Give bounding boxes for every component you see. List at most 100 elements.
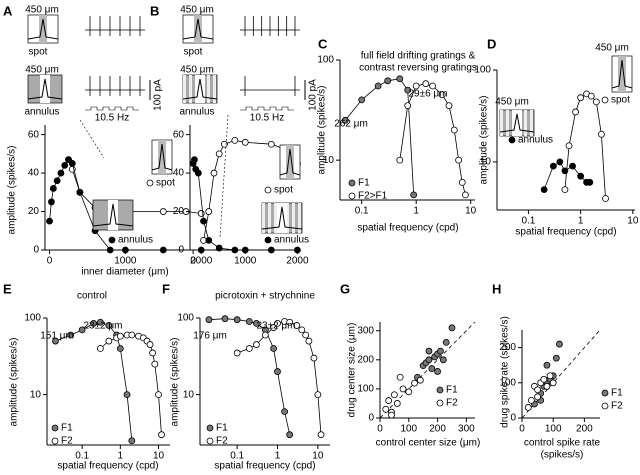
data-point [455, 156, 462, 164]
legend-label: annulus [274, 235, 309, 246]
data-point [411, 379, 418, 387]
stimulus-hole [277, 203, 287, 233]
stimulus-spot [618, 56, 626, 92]
x-tick-label: 100 [400, 424, 417, 435]
panel-letter: E [3, 281, 12, 296]
y-tick-label: 60 [173, 129, 185, 140]
data-point [428, 365, 436, 372]
data-point [556, 158, 564, 166]
annotation: spot [29, 47, 48, 58]
annotation: 176 μm [193, 331, 227, 342]
data-point [445, 102, 453, 110]
y-tick-label: 40 [28, 168, 40, 179]
data-point [241, 246, 249, 254]
legend-label: F1 [61, 423, 73, 434]
y-tick-label: 300 [357, 325, 374, 336]
y-tick-label: 10 [183, 389, 195, 400]
grating-stripe [183, 75, 186, 103]
data-point [388, 411, 395, 419]
legend-marker [264, 186, 272, 194]
x-tick-label: 0 [519, 424, 525, 435]
y-tick-label: 200 [499, 342, 516, 353]
x-tick-label: 10 [627, 216, 639, 227]
data-point [298, 326, 306, 334]
y-axis-label: amplitude (spikes/s) [9, 338, 20, 427]
data-point [233, 316, 241, 324]
x-tick-label: 10 [465, 206, 477, 217]
x-tick-label: 10 [312, 451, 324, 462]
x-axis-label: spatial frequency (cpd) [357, 223, 458, 234]
y-tick-label: 100 [357, 384, 374, 395]
x-tick-label: 10 [153, 451, 165, 462]
data-point [439, 356, 447, 364]
data-point [123, 391, 131, 399]
data-point [462, 191, 469, 199]
receptive-field [499, 113, 535, 133]
x-tick-label: 0 [47, 256, 53, 267]
data-point [274, 368, 281, 375]
grating-stripe [506, 110, 509, 136]
data-point [96, 318, 104, 326]
data-point [592, 98, 600, 106]
x-tick-label: 300 [458, 424, 475, 435]
data-point [310, 354, 318, 362]
y-tick-label: 40 [173, 168, 185, 179]
data-point [286, 431, 294, 439]
receptive-field [279, 148, 301, 176]
data-point [543, 382, 551, 390]
grating-stripe [274, 203, 277, 233]
annotation: 10.5 Hz [250, 113, 284, 124]
panel-letter: D [487, 36, 496, 51]
data-point [90, 320, 98, 327]
data-point [270, 324, 277, 331]
data-point [200, 217, 207, 225]
legend-marker [206, 437, 214, 445]
x-tick-label: 0.1 [521, 216, 535, 227]
data-point [396, 373, 404, 381]
data-point [205, 316, 213, 324]
data-point [159, 208, 167, 215]
data-point [385, 397, 393, 404]
stimulus-hole [195, 75, 205, 103]
y-tick-label: 60 [28, 129, 40, 140]
data-point [67, 331, 75, 339]
data-point [52, 337, 59, 345]
data-point [561, 167, 569, 175]
legend-marker [601, 389, 609, 397]
data-point [245, 345, 253, 352]
x-tick-label: 1 [118, 451, 124, 462]
legend-marker [508, 136, 516, 144]
data-point [293, 322, 301, 329]
guide-line [79, 119, 105, 159]
data-point [442, 338, 450, 346]
data-point [194, 169, 202, 177]
data-point [215, 244, 223, 252]
legend-label: F1 [446, 385, 458, 396]
stimulus-spot [194, 15, 202, 43]
y-axis-label: amplitude (spikes/s) [479, 96, 490, 185]
annotation: full field drifting gratings & [361, 51, 476, 62]
data-point [191, 156, 198, 164]
data-point [598, 130, 605, 138]
data-point [556, 340, 563, 348]
data-point [68, 160, 76, 167]
data-point [404, 102, 412, 110]
legend-marker [51, 424, 59, 432]
data-point [286, 318, 294, 326]
grating-stripe [286, 203, 289, 233]
x-tick-label: 1 [275, 451, 281, 462]
data-point [450, 126, 458, 134]
x-tick-label: 0 [377, 424, 383, 435]
data-point [561, 186, 569, 194]
data-point [438, 91, 446, 99]
data-point [434, 368, 441, 375]
legend-marker [146, 179, 154, 187]
receptive-field [27, 18, 59, 40]
annotation: annulus [24, 107, 59, 118]
x-tick-label: 0.1 [355, 206, 369, 217]
receptive-field [151, 143, 173, 171]
receptive-field [261, 206, 303, 230]
data-point [116, 332, 124, 340]
stimulus-hole [108, 200, 118, 230]
panel-letter: C [318, 36, 328, 51]
